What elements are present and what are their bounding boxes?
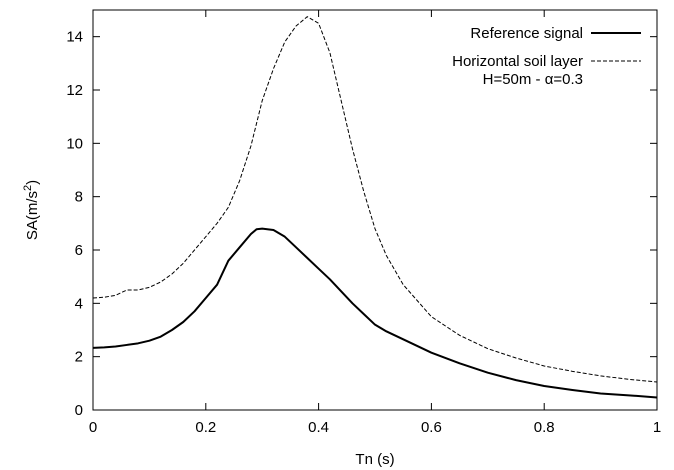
x-tick-label: 0	[89, 419, 97, 436]
x-tick-label: 0.8	[534, 419, 555, 436]
legend-label-soil-params: H=50m - α=0.3	[483, 71, 583, 88]
x-tick-label: 0.4	[308, 419, 329, 436]
legend-label-reference: Reference signal	[470, 25, 583, 42]
x-tick-label: 0.2	[195, 419, 216, 436]
legend-label-soil: Horizontal soil layer	[452, 53, 583, 70]
y-tick-label: 2	[75, 349, 83, 366]
x-tick-label: 1	[653, 419, 661, 436]
y-tick-label: 0	[75, 402, 83, 419]
y-tick-label: 6	[75, 242, 83, 259]
x-axis-label: Tn (s)	[355, 451, 394, 468]
y-tick-label: 12	[66, 82, 83, 99]
y-tick-label: 8	[75, 189, 83, 206]
plot-frame	[93, 10, 657, 410]
y-tick-label: 4	[75, 295, 83, 312]
y-tick-label: 14	[66, 29, 83, 46]
x-tick-label: 0.6	[421, 419, 442, 436]
y-axis-label: SA(m/s2)	[22, 180, 41, 240]
legend: Reference signal Horizontal soil layer H…	[452, 25, 641, 88]
series-line-reference-signal	[93, 229, 657, 398]
y-tick-label: 10	[66, 135, 83, 152]
